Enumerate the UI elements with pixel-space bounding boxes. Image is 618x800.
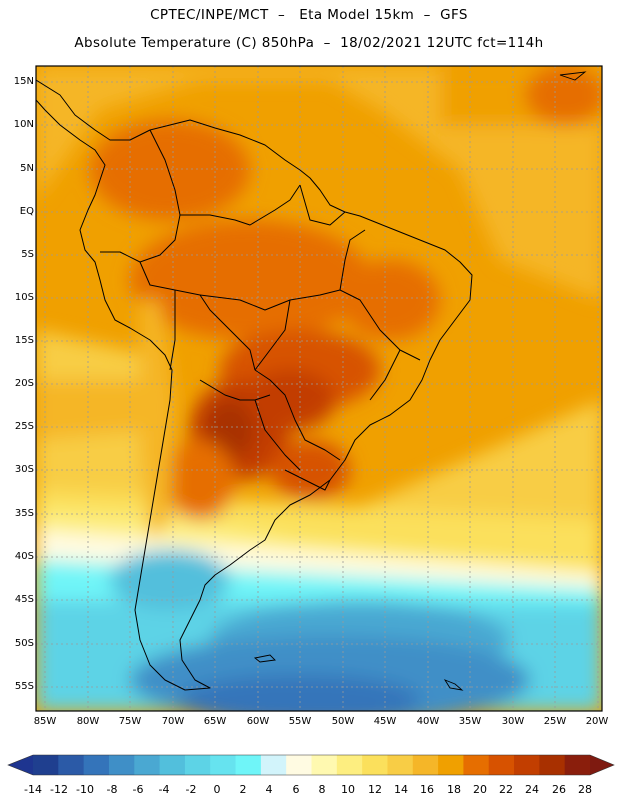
lon-label: 55W bbox=[288, 716, 312, 727]
colorbar-label: -14 bbox=[24, 783, 42, 796]
lat-label: 25S bbox=[14, 421, 34, 432]
colorbar-swatch bbox=[134, 755, 161, 775]
title-line-1: CPTEC/INPE/MCT – Eta Model 15km – GFS bbox=[150, 7, 468, 23]
lat-label: 30S bbox=[14, 464, 34, 475]
lat-label: 20S bbox=[14, 378, 34, 389]
lat-label: 10S bbox=[14, 292, 34, 303]
colorbar-label: -10 bbox=[76, 783, 94, 796]
colorbar-label: 26 bbox=[552, 783, 566, 796]
colorbar-label: 6 bbox=[292, 783, 300, 796]
colorbar-swatch bbox=[311, 755, 338, 775]
colorbar-swatch bbox=[260, 755, 287, 775]
colorbar-label: 4 bbox=[265, 783, 273, 796]
colorbar-swatch bbox=[336, 755, 363, 775]
colorbar-label: 2 bbox=[239, 783, 247, 796]
graticule bbox=[36, 66, 602, 711]
colorbar-swatch bbox=[387, 755, 414, 775]
colorbar-swatch bbox=[412, 755, 439, 775]
lon-label: 50W bbox=[331, 716, 355, 727]
title-line-2: Absolute Temperature (C) 850hPa – 18/02/… bbox=[74, 35, 544, 51]
lat-label: 5N bbox=[20, 163, 34, 174]
lon-label: 35W bbox=[458, 716, 482, 727]
colorbar-swatch bbox=[488, 755, 515, 775]
colorbar-label: -4 bbox=[158, 783, 170, 796]
colorbar-swatch bbox=[438, 755, 464, 775]
colorbar-label: -8 bbox=[106, 783, 118, 796]
colorbar-label: 20 bbox=[473, 783, 487, 796]
colorbar-swatch bbox=[564, 755, 591, 775]
colorbar-label: -6 bbox=[132, 783, 144, 796]
lon-label: 80W bbox=[76, 716, 100, 727]
lat-label: EQ bbox=[19, 206, 34, 217]
islands bbox=[253, 71, 587, 691]
colorbar-swatch bbox=[463, 755, 490, 775]
colorbar-label: 12 bbox=[368, 783, 382, 796]
colorbar-label: 18 bbox=[447, 783, 461, 796]
colorbar-right-arrow bbox=[590, 755, 614, 775]
lat-label: 5S bbox=[21, 249, 34, 260]
colorbar-swatch bbox=[159, 755, 186, 775]
colorbar-left-arrow bbox=[8, 755, 33, 775]
coastline bbox=[36, 79, 473, 691]
colorbar-label: 10 bbox=[341, 783, 355, 796]
lat-label: 45S bbox=[14, 594, 34, 605]
lat-label: 15S bbox=[14, 335, 34, 346]
lon-label: 65W bbox=[203, 716, 227, 727]
colorbar-label: 22 bbox=[499, 783, 513, 796]
colorbar-label: -2 bbox=[185, 783, 197, 796]
colorbar-label: 28 bbox=[578, 783, 592, 796]
colorbar-swatch bbox=[539, 755, 566, 775]
temperature-field bbox=[36, 66, 602, 711]
colorbar-swatch bbox=[286, 755, 312, 775]
colorbar-swatch bbox=[108, 755, 135, 775]
map-frame bbox=[35, 65, 603, 712]
lon-label: 30W bbox=[501, 716, 525, 727]
colorbar-label: 14 bbox=[394, 783, 408, 796]
colorbar-label: 24 bbox=[525, 783, 539, 796]
lon-label: 45W bbox=[373, 716, 397, 727]
colorbar-swatch bbox=[362, 755, 388, 775]
lat-label: 10N bbox=[13, 119, 34, 130]
colorbar-swatch bbox=[514, 755, 540, 775]
lon-label: 25W bbox=[543, 716, 567, 727]
colorbar bbox=[7, 754, 615, 776]
lat-label: 55S bbox=[14, 681, 34, 692]
lat-label: 35S bbox=[14, 508, 34, 519]
colorbar-frame bbox=[7, 754, 615, 776]
colorbar-swatch bbox=[235, 755, 262, 775]
colorbar-swatch bbox=[58, 755, 85, 775]
lon-label: 60W bbox=[246, 716, 270, 727]
lat-label: 40S bbox=[14, 551, 34, 562]
colorbar-swatch bbox=[210, 755, 237, 775]
lon-label: 40W bbox=[416, 716, 440, 727]
lon-label: 85W bbox=[33, 716, 57, 727]
colorbar-swatch bbox=[83, 755, 110, 775]
colorbar-label: 8 bbox=[318, 783, 326, 796]
colorbar-label: 16 bbox=[420, 783, 434, 796]
lat-label: 15N bbox=[13, 76, 34, 87]
lat-label: 50S bbox=[14, 638, 34, 649]
colorbar-swatch bbox=[184, 755, 211, 775]
lon-label: 20W bbox=[585, 716, 609, 727]
lon-label: 75W bbox=[118, 716, 142, 727]
lon-label: 70W bbox=[161, 716, 185, 727]
colorbar-label: 0 bbox=[213, 783, 221, 796]
colorbar-label: -12 bbox=[50, 783, 68, 796]
colorbar-swatch bbox=[33, 755, 59, 775]
